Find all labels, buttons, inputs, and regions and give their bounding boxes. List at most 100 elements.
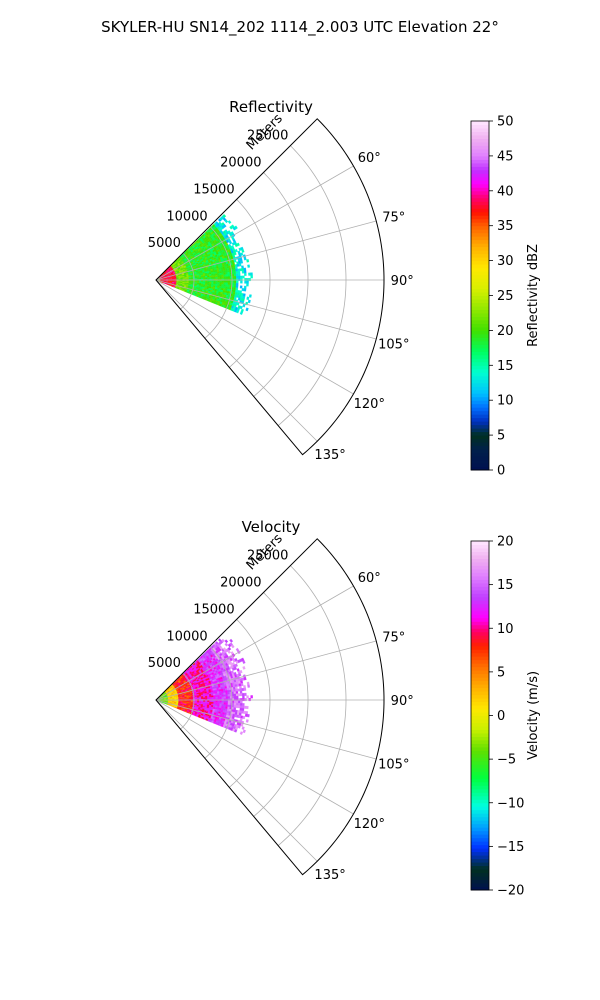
data-cell — [235, 282, 239, 286]
colorbar-tick-label: 25 — [497, 289, 514, 304]
data-cell — [242, 715, 246, 720]
data-cell — [241, 705, 245, 709]
data-cell — [205, 275, 208, 278]
range-ring — [229, 619, 271, 788]
chart-panel-velocity: Velocity500010000150002000025000Meters60… — [148, 518, 541, 899]
data-cell — [239, 690, 243, 694]
azimuth-tick-label: 75° — [382, 210, 405, 225]
figure-suptitle: SKYLER-HU SN14_202 1114_2.003 UTC Elevat… — [101, 18, 499, 37]
data-cell — [225, 692, 228, 695]
data-cell — [213, 275, 216, 278]
colorbar-tick-label: 10 — [497, 622, 514, 637]
colorbar-segment — [471, 127, 489, 132]
colorbar-segment — [471, 466, 489, 471]
colorbar-segment — [471, 368, 489, 373]
azimuth-tick-label: 135° — [314, 448, 345, 463]
colorbar-segment — [471, 610, 489, 615]
colorbar-tick-label: −5 — [497, 753, 516, 768]
radial-tick-label: 25000 — [247, 129, 288, 144]
data-cell — [215, 280, 218, 283]
data-cell — [225, 700, 229, 703]
colorbar-segment — [471, 572, 489, 577]
colorbar-segment — [471, 582, 489, 587]
colorbar-segment — [471, 201, 489, 206]
data-cell — [233, 691, 237, 695]
colorbar-segment — [471, 414, 489, 419]
data-cell — [213, 696, 216, 700]
colorbar-segment — [471, 305, 489, 310]
azimuth-tick-label: 105° — [378, 758, 409, 773]
azimuth-tick-label: 105° — [378, 338, 409, 353]
data-cell — [245, 719, 249, 723]
data-cell — [217, 700, 220, 703]
colorbar-segment — [471, 121, 489, 125]
data-cell — [239, 693, 243, 697]
colorbar-segment — [471, 351, 489, 356]
data-cell — [217, 280, 220, 283]
data-cell — [236, 280, 239, 284]
azimuth-tick-label: 90° — [391, 694, 414, 709]
colorbar-segment — [471, 876, 489, 881]
colorbar-segment — [471, 698, 489, 703]
data-cell — [240, 700, 243, 704]
data-cell — [217, 273, 220, 276]
data-cell — [240, 280, 243, 284]
data-cell — [223, 272, 226, 275]
data-cell — [234, 700, 237, 704]
data-cell — [245, 705, 249, 710]
data-cell — [246, 681, 250, 686]
data-cell — [207, 280, 210, 283]
data-cell — [219, 702, 222, 705]
data-cell — [219, 272, 222, 276]
data-cell — [250, 695, 253, 699]
colorbar-segment — [471, 642, 489, 647]
colorbar-tick-label: 30 — [497, 254, 514, 269]
colorbar-segment — [471, 579, 489, 584]
range-ring — [204, 645, 233, 759]
azimuth-tick-label: 60° — [358, 151, 381, 166]
data-cell — [245, 307, 249, 312]
colorbar-segment — [471, 760, 489, 765]
data-cell — [242, 660, 246, 664]
colorbar-segment — [471, 260, 489, 265]
colorbar-segment — [471, 663, 489, 668]
data-cell — [223, 700, 227, 703]
data-cell — [205, 695, 208, 698]
colorbar-segment — [471, 403, 489, 408]
data-cell — [240, 278, 243, 281]
colorbar-segment — [471, 624, 489, 629]
data-cell — [230, 644, 235, 649]
colorbar-segment — [471, 208, 489, 213]
data-cell — [209, 280, 212, 283]
colorbar-segment — [471, 600, 489, 605]
colorbar-segment — [471, 379, 489, 384]
data-cell — [221, 696, 225, 699]
data-cell — [233, 282, 237, 286]
data-cell — [227, 696, 231, 699]
data-cell — [231, 700, 235, 704]
data-cell — [207, 277, 210, 280]
data-cell — [244, 280, 247, 284]
colorbar-segment — [471, 232, 489, 237]
colorbar-segment — [471, 645, 489, 650]
data-cell — [211, 275, 214, 278]
data-cell — [244, 278, 247, 282]
data-cell — [237, 705, 241, 709]
data-cell — [246, 259, 250, 263]
colorbar-segment — [471, 659, 489, 664]
data-cell — [245, 711, 249, 715]
data-cell — [243, 256, 247, 261]
data-cell — [227, 272, 231, 275]
data-cell — [213, 702, 216, 705]
colorbar-segment — [471, 271, 489, 276]
data-cell — [239, 705, 243, 709]
data-cell — [233, 707, 237, 711]
colorbar-segment — [471, 302, 489, 307]
colorbar-segment — [471, 862, 489, 867]
sector-frame — [155, 538, 385, 876]
colorbar-segment — [471, 148, 489, 153]
data-cell — [219, 280, 223, 283]
colorbar-tick-label: −15 — [497, 840, 524, 855]
colorbar-segment — [471, 718, 489, 723]
colorbar-segment — [471, 781, 489, 786]
